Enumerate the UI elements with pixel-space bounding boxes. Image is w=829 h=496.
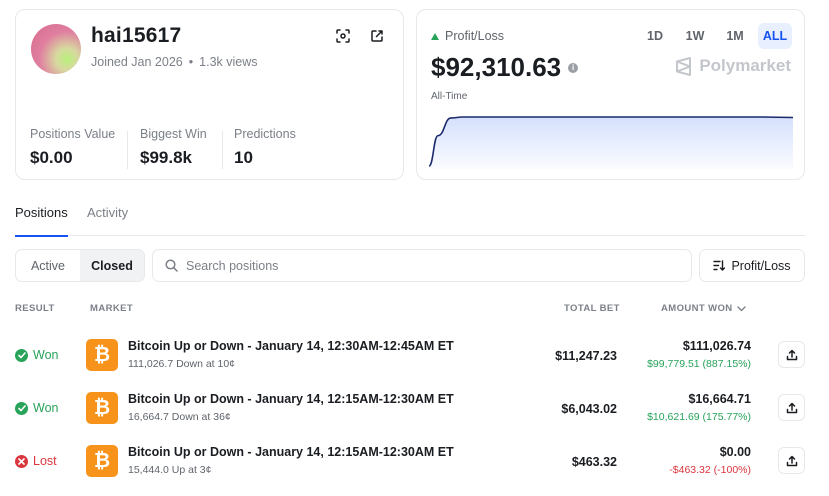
amount-won: $0.00 xyxy=(719,445,751,459)
brand-name: Polymarket xyxy=(699,56,791,75)
profile-meta: Joined Jan 2026 • 1.3k views xyxy=(91,55,258,69)
result-label: Won xyxy=(33,401,59,415)
result-label: Won xyxy=(33,348,59,362)
result-won: Won xyxy=(15,401,58,415)
polymarket-icon xyxy=(676,56,692,76)
share-button[interactable] xyxy=(778,341,805,368)
bitcoin-icon: ₿ xyxy=(86,339,118,371)
share-button[interactable] xyxy=(778,447,805,474)
total-bet: $6,043.02 xyxy=(561,402,617,416)
sort-button[interactable]: Profit/Loss xyxy=(699,249,805,282)
profit-loss-card: Profit/Loss $92,310.63 i All-Time 1D 1W … xyxy=(416,9,805,180)
stat-label: Biggest Win xyxy=(140,127,207,141)
range-tab-all[interactable]: ALL xyxy=(758,23,792,49)
stat-label: Predictions xyxy=(234,127,296,141)
profile-tabs: Positions Activity xyxy=(15,205,805,237)
amount-delta: $99,779.51 (887.15%) xyxy=(647,358,751,370)
bitcoin-icon: ₿ xyxy=(86,445,118,477)
scan-icon xyxy=(336,29,350,43)
x-circle-icon xyxy=(15,454,28,468)
tab-positions[interactable]: Positions xyxy=(15,205,68,237)
stat-value: $0.00 xyxy=(30,148,73,167)
search-icon xyxy=(165,259,178,272)
table-row[interactable]: Won ₿ Bitcoin Up or Down - January 14, 1… xyxy=(0,384,829,437)
market-title[interactable]: Bitcoin Up or Down - January 14, 12:30AM… xyxy=(128,339,454,353)
share-icon xyxy=(786,455,797,466)
result-lost: Lost xyxy=(15,454,57,468)
time-range-tabs: 1D 1W 1M ALL xyxy=(638,23,792,49)
stat-value: $99.8k xyxy=(140,148,192,167)
sort-label: Profit/Loss xyxy=(731,258,791,273)
scan-button[interactable] xyxy=(334,27,352,45)
share-button[interactable] xyxy=(778,394,805,421)
sort-icon xyxy=(713,260,726,271)
table-row[interactable]: Lost ₿ Bitcoin Up or Down - January 14, … xyxy=(0,437,829,490)
search-input[interactable] xyxy=(186,258,666,273)
pnl-period: All-Time xyxy=(431,91,468,102)
external-link-button[interactable] xyxy=(368,27,386,45)
meta-separator: • xyxy=(188,55,194,69)
stat-value: 10 xyxy=(234,148,253,167)
filter-closed[interactable]: Closed xyxy=(80,250,144,281)
range-tab-1m[interactable]: 1M xyxy=(726,29,744,43)
result-label: Lost xyxy=(33,454,57,468)
market-title[interactable]: Bitcoin Up or Down - January 14, 12:15AM… xyxy=(128,392,454,406)
stat-biggest-win: Biggest Win $99.8k xyxy=(140,127,207,168)
stat-positions-value: Positions Value $0.00 xyxy=(30,127,115,168)
pnl-amount: $92,310.63 xyxy=(431,52,562,82)
amount-won: $111,026.74 xyxy=(682,339,751,353)
share-icon xyxy=(786,349,797,360)
market-position: 15,444.0 Up at 3¢ xyxy=(128,464,212,476)
view-count: 1.3k views xyxy=(199,55,258,69)
stat-divider xyxy=(127,131,128,169)
tab-activity[interactable]: Activity xyxy=(87,205,129,220)
amount-won: $16,664.71 xyxy=(688,392,751,406)
status-filter: Active Closed xyxy=(15,249,145,282)
header-amount-won[interactable]: AMOUNT WON xyxy=(661,303,746,314)
market-position: 111,026.7 Down at 10¢ xyxy=(128,358,236,370)
total-bet: $11,247.23 xyxy=(555,349,617,363)
avatar xyxy=(31,24,81,74)
username: hai15617 xyxy=(91,24,182,47)
chevron-down-icon xyxy=(736,305,746,311)
stat-divider xyxy=(222,131,223,169)
bitcoin-icon: ₿ xyxy=(86,392,118,424)
external-link-icon xyxy=(371,30,383,42)
polymarket-logo: Polymarket xyxy=(675,56,791,76)
pnl-value: $92,310.63 i xyxy=(431,52,579,83)
market-position: 16,664.7 Down at 36¢ xyxy=(128,411,231,423)
range-tab-1w[interactable]: 1W xyxy=(685,29,705,43)
share-icon xyxy=(786,402,797,413)
filter-active[interactable]: Active xyxy=(30,258,66,273)
header-amount-won-label: AMOUNT WON xyxy=(661,303,733,314)
header-result: RESULT xyxy=(15,303,55,314)
check-circle-icon xyxy=(15,401,28,415)
pnl-chart xyxy=(429,116,793,169)
total-bet: $463.32 xyxy=(571,455,617,469)
check-circle-icon xyxy=(15,348,28,362)
result-won: Won xyxy=(15,348,58,362)
pnl-chart-line xyxy=(429,116,793,167)
search-box xyxy=(152,249,692,282)
table-row[interactable]: Won ₿ Bitcoin Up or Down - January 14, 1… xyxy=(0,331,829,384)
pnl-label: Profit/Loss xyxy=(431,29,504,43)
joined-date: Joined Jan 2026 xyxy=(91,55,183,69)
range-tab-1d[interactable]: 1D xyxy=(647,29,663,43)
header-total-bet[interactable]: TOTAL BET xyxy=(564,303,620,314)
market-title[interactable]: Bitcoin Up or Down - January 14, 12:15AM… xyxy=(128,445,454,459)
up-triangle-icon xyxy=(431,32,439,40)
profile-card: hai15617 Joined Jan 2026 • 1.3k views Posi… xyxy=(15,9,404,180)
pnl-label-text: Profit/Loss xyxy=(445,29,505,43)
amount-delta: $10,621.69 (175.77%) xyxy=(647,411,751,423)
info-icon[interactable]: i xyxy=(568,62,579,73)
amount-delta: -$463.32 (-100%) xyxy=(669,464,751,476)
header-market: MARKET xyxy=(90,303,134,314)
pnl-chart-area xyxy=(429,117,793,169)
stat-predictions: Predictions 10 xyxy=(234,127,296,168)
stat-label: Positions Value xyxy=(30,127,116,141)
